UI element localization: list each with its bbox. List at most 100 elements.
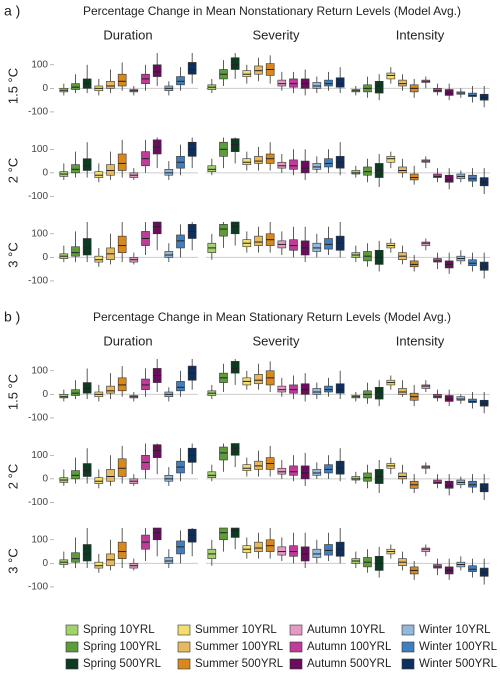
box	[254, 65, 263, 75]
box	[398, 79, 407, 87]
legend-label: Spring 500YRL	[83, 658, 162, 670]
box	[312, 163, 322, 170]
box	[398, 388, 407, 395]
box	[242, 70, 252, 77]
legend-swatch	[177, 658, 191, 670]
box	[312, 469, 322, 476]
y-tick-label: 100	[31, 534, 48, 545]
box	[164, 169, 174, 176]
legend-label: Winter 10YRL	[419, 624, 491, 636]
box	[176, 76, 185, 86]
box	[94, 171, 104, 178]
box	[468, 480, 477, 488]
box	[176, 540, 185, 555]
y-tick-label: 100	[31, 450, 48, 461]
box	[409, 260, 419, 268]
box	[363, 472, 372, 482]
y-tick-label: 0	[42, 83, 48, 94]
box	[117, 73, 127, 87]
box	[374, 386, 384, 400]
box	[71, 83, 80, 90]
box	[398, 472, 407, 480]
box	[324, 544, 333, 556]
box	[312, 388, 322, 395]
box	[230, 221, 240, 235]
box	[254, 541, 263, 552]
box	[468, 92, 477, 97]
box	[324, 158, 333, 168]
legend-label: Autumn 500YRL	[307, 658, 392, 670]
box	[351, 170, 361, 175]
box	[312, 548, 322, 558]
legend-swatch	[401, 624, 415, 636]
box	[409, 173, 419, 181]
column-header: Severity	[253, 27, 300, 42]
y-tick-label: 0	[42, 389, 48, 400]
box	[187, 528, 197, 543]
box	[351, 476, 361, 481]
box	[300, 465, 310, 480]
box	[242, 158, 252, 165]
box	[421, 241, 431, 246]
box	[374, 80, 384, 94]
box	[479, 567, 489, 577]
legend-label: Autumn 10YRL	[307, 624, 386, 636]
box	[479, 93, 489, 101]
box	[71, 246, 80, 257]
box	[277, 467, 287, 475]
legend-swatch	[65, 658, 79, 670]
box	[363, 166, 372, 176]
box	[164, 251, 174, 258]
box	[289, 545, 298, 557]
legend-swatch	[177, 641, 191, 653]
legend-swatch	[65, 641, 79, 653]
legend-label: Summer 100YRL	[195, 641, 284, 653]
box	[277, 385, 287, 393]
box	[176, 234, 185, 249]
box	[335, 383, 345, 394]
box	[71, 389, 80, 396]
box	[117, 153, 127, 171]
legend-label: Summer 10YRL	[195, 624, 277, 636]
box	[444, 395, 454, 402]
box	[152, 221, 162, 235]
box	[219, 224, 228, 237]
box	[468, 398, 477, 403]
column-header: Intensity	[396, 27, 445, 42]
box	[207, 471, 217, 478]
box	[468, 259, 477, 266]
box	[300, 383, 310, 395]
box	[152, 444, 162, 458]
box	[289, 465, 298, 476]
box	[312, 82, 322, 89]
row-label: 2 °C	[5, 158, 20, 183]
box	[289, 78, 298, 88]
row-label: 1.5 °C	[5, 68, 20, 104]
box	[106, 164, 115, 176]
row-label: 3 °C	[5, 548, 20, 573]
box	[479, 177, 489, 187]
box	[324, 238, 333, 250]
box	[456, 396, 466, 401]
box	[187, 62, 197, 75]
legend-swatch	[65, 624, 79, 636]
box	[219, 446, 228, 461]
box	[117, 377, 127, 392]
legend-swatch	[401, 658, 415, 670]
box	[433, 394, 442, 399]
box	[254, 156, 263, 164]
legend-swatch	[177, 624, 191, 636]
box	[242, 464, 252, 471]
box	[433, 88, 442, 93]
box	[433, 258, 442, 263]
column-header: Duration	[103, 27, 152, 42]
column-header: Intensity	[396, 333, 445, 348]
box	[433, 173, 442, 178]
row-label: 1.5 °C	[5, 374, 20, 410]
box	[117, 458, 127, 477]
box	[59, 394, 69, 399]
box	[71, 470, 80, 480]
y-tick-label: 0	[42, 558, 48, 569]
box	[230, 57, 240, 70]
